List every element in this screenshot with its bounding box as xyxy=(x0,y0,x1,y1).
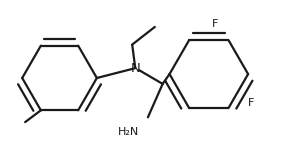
Text: N: N xyxy=(130,62,140,75)
Text: F: F xyxy=(212,19,218,29)
Text: F: F xyxy=(248,98,254,108)
Text: H₂N: H₂N xyxy=(118,127,139,137)
